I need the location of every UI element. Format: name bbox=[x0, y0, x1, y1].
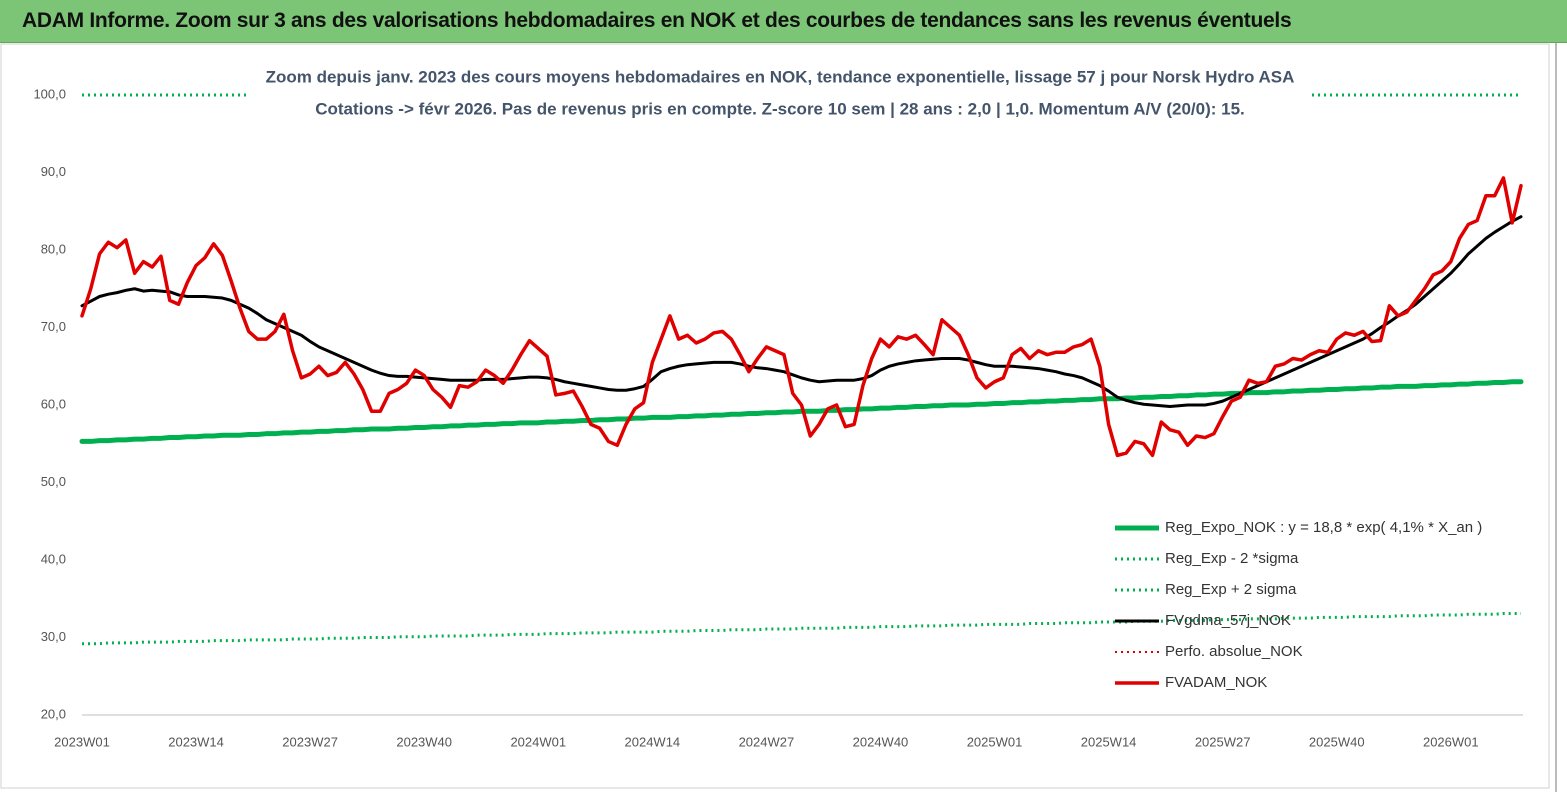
x-tick-label: 2024W01 bbox=[510, 734, 566, 749]
x-tick-label: 2025W14 bbox=[1081, 734, 1137, 749]
series-line bbox=[80, 176, 1523, 458]
header-bar: ADAM Informe. Zoom sur 3 ans des valoris… bbox=[0, 0, 1567, 43]
legend-label: FVADAM_NOK bbox=[1165, 674, 1267, 691]
y-tick-label: 20,0 bbox=[41, 706, 66, 721]
series-line bbox=[82, 611, 1521, 646]
y-tick-label: 90,0 bbox=[41, 164, 66, 179]
legend-label: Perfo. absolue_NOK bbox=[1165, 643, 1303, 660]
series-line bbox=[80, 215, 1523, 409]
y-tick-label: 80,0 bbox=[41, 241, 66, 256]
chart-subtitle: Cotations -> févr 2026. Pas de revenus p… bbox=[315, 99, 1245, 118]
x-tick-label: 2024W40 bbox=[853, 734, 909, 749]
subtitle-backing bbox=[248, 55, 1310, 131]
x-tick-label: 2023W27 bbox=[282, 734, 338, 749]
x-tick-label: 2025W40 bbox=[1309, 734, 1365, 749]
legend-label: Reg_Exp + 2 sigma bbox=[1165, 581, 1297, 598]
legend-label: Reg_Exp - 2 *sigma bbox=[1165, 550, 1299, 567]
y-tick-label: 60,0 bbox=[41, 396, 66, 411]
x-tick-label: 2025W01 bbox=[967, 734, 1023, 749]
y-tick-label: 40,0 bbox=[41, 551, 66, 566]
x-tick-label: 2024W14 bbox=[625, 734, 681, 749]
x-tick-label: 2026W01 bbox=[1423, 734, 1479, 749]
x-tick-label: 2023W40 bbox=[396, 734, 452, 749]
y-tick-label: 100,0 bbox=[33, 86, 66, 101]
y-tick-label: 30,0 bbox=[41, 629, 66, 644]
chart-frame bbox=[0, 43, 1550, 789]
legend-label: Reg_Expo_NOK : y = 18,8 * exp( 4,1% * X_… bbox=[1165, 519, 1482, 536]
x-tick-label: 2025W27 bbox=[1195, 734, 1251, 749]
x-tick-label: 2024W27 bbox=[739, 734, 795, 749]
x-tick-label: 2023W01 bbox=[54, 734, 110, 749]
y-tick-label: 70,0 bbox=[41, 319, 66, 334]
page-title: ADAM Informe. Zoom sur 3 ans des valoris… bbox=[22, 9, 1292, 32]
chart-subtitle: Zoom depuis janv. 2023 des cours moyens … bbox=[266, 67, 1295, 86]
legend-label: FVgdma_57j_NOK bbox=[1165, 612, 1291, 629]
chart: 20,0 30,0 40,0 50,0 60,0 70,0 80,0 90,0 100,0 202… bbox=[0, 43, 1557, 792]
x-tick-label: 2023W14 bbox=[168, 734, 224, 749]
y-tick-label: 50,0 bbox=[41, 474, 66, 489]
